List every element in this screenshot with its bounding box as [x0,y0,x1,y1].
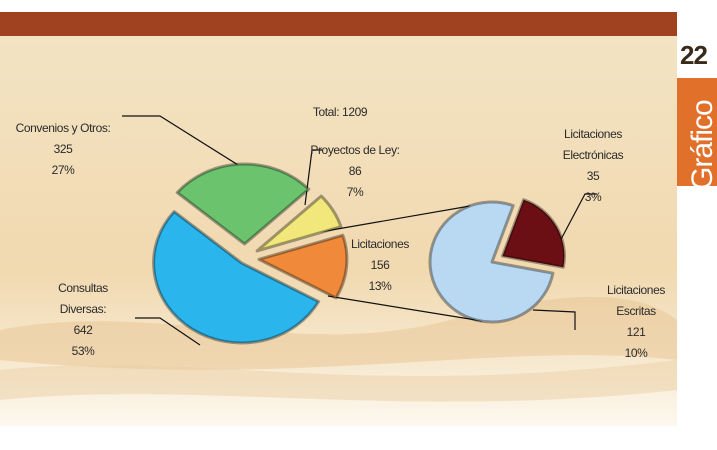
slice-name: Licitaciones [351,237,409,251]
total-label: Total: 1209 [312,105,368,119]
slice-percent: 3% [584,190,602,204]
slice-percent: 7% [346,185,364,199]
slice-name: Licitaciones Escritas [607,283,665,318]
slice-value: 35 [586,169,600,183]
slice-name: Licitaciones Electrónicas [562,127,624,162]
slice-name: Convenios y Otros: [15,121,111,135]
pie-slice [428,200,555,324]
slice-name: Consultas Diversas: [58,281,108,316]
slice-name: Proyectos de Ley: [310,143,400,157]
leader-line [135,317,201,346]
wave [0,360,677,402]
connector-line [327,295,483,322]
slice-percent: 10% [624,346,648,360]
slice-value: 325 [53,142,73,156]
pie-slice [500,198,566,269]
slice-value: 121 [626,325,646,339]
side-tab-top [677,36,717,78]
side-label: Gráfico [686,100,717,190]
slice-value: 86 [348,164,362,178]
leader-line [122,115,263,181]
header-bar [0,12,677,36]
leader-line [557,193,597,246]
pie-slice [257,233,349,300]
slice-percent: 27% [51,163,75,177]
leader-line [304,149,322,206]
leader-line [532,309,576,330]
slice-percent: 13% [368,279,392,293]
connector-line [319,205,471,233]
pie-slice [255,194,343,253]
slice-percent: 53% [71,344,95,358]
pie-slice [152,210,321,345]
pie-slice [175,162,311,246]
slice-value: 156 [370,258,390,272]
slice-value: 642 [73,323,93,337]
side-number: 22 [680,40,708,70]
